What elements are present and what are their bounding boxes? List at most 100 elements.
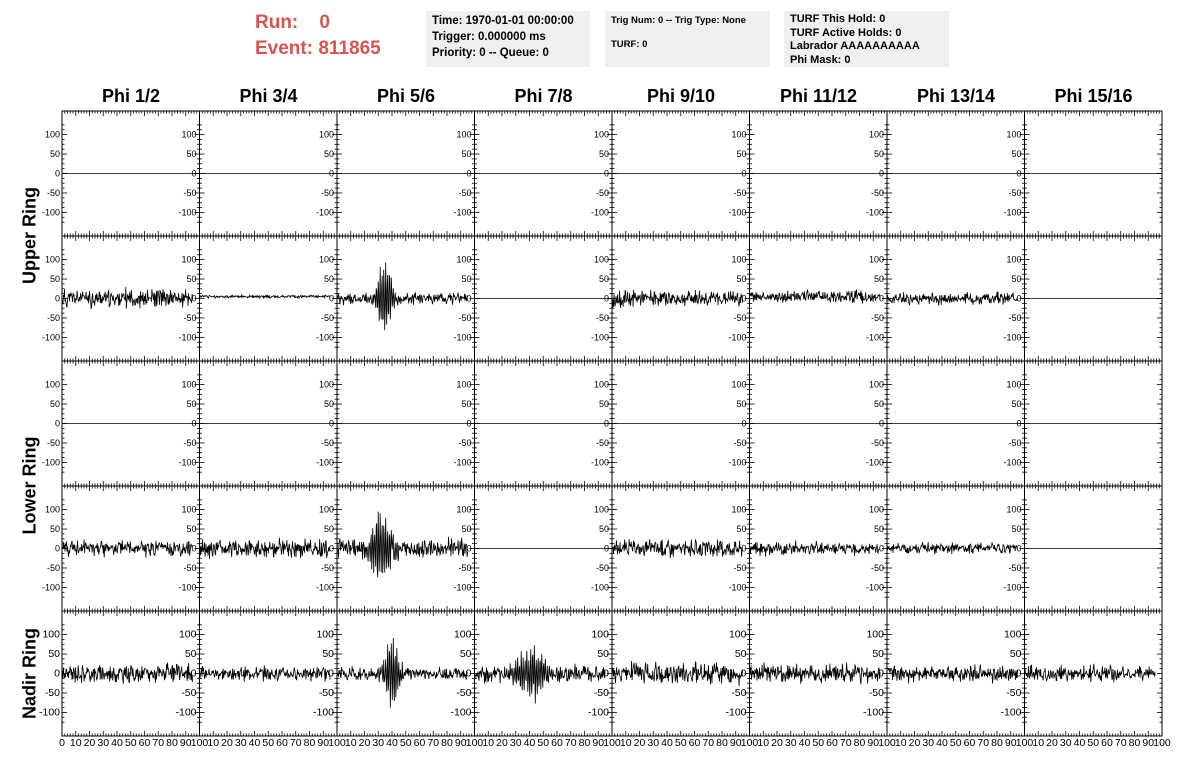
y-tick-label: 0	[741, 544, 746, 554]
waveform-panel: -100 -50 0 50 100	[42, 235, 200, 362]
y-tick-label: -100	[1003, 582, 1021, 592]
waveform-line	[61, 286, 193, 310]
waveform-line	[749, 540, 881, 557]
y-tick-label: -100	[591, 207, 609, 217]
y-tick-label: 0	[604, 169, 609, 179]
y-tick-label: 100	[45, 255, 60, 265]
y-tick-label: -50	[458, 438, 471, 448]
y-tick-label: -100	[42, 582, 60, 592]
y-tick-label: 50	[874, 274, 884, 284]
y-tick-label: -50	[733, 438, 746, 448]
trig-num-text: Trig Num: 0 -- Trig Type: None	[611, 15, 746, 26]
y-tick-label: -100	[728, 207, 746, 217]
y-tick-label: 100	[45, 380, 60, 390]
y-tick-label: -100	[39, 706, 60, 718]
y-tick-label: 0	[191, 419, 196, 429]
y-tick-label: 100	[594, 505, 609, 515]
waveform-panel: -100 -50 0 50 100	[728, 110, 888, 237]
y-tick-label: 100	[42, 629, 60, 641]
time-info-box: Time: 1970-01-01 00:00:00 Trigger: 0.000…	[426, 11, 590, 67]
y-tick-label: -50	[321, 563, 334, 573]
y-tick-label: -50	[1008, 438, 1021, 448]
y-tick-label: -100	[178, 207, 196, 217]
waveform-panel: -100 -50 0 50 100	[39, 610, 200, 737]
waveform-panel: -100 -50 0 50 100	[316, 235, 475, 362]
y-tick-label: -100	[728, 582, 746, 592]
y-tick-label: -50	[596, 313, 609, 323]
y-tick-label: 100	[319, 255, 334, 265]
y-tick-label: -50	[45, 687, 60, 699]
y-tick-label: 50	[599, 274, 609, 284]
y-tick-label: 100	[456, 130, 471, 140]
y-tick-label: -50	[47, 313, 60, 323]
y-tick-label: 50	[50, 149, 60, 159]
turf-this-hold-text: TURF This Hold: 0	[790, 13, 886, 25]
turf-text: TURF: 0	[611, 39, 648, 50]
waveform-panel: -100 -50 0 50 100	[866, 485, 1025, 612]
y-tick-label: 0	[191, 169, 196, 179]
waveform-line	[749, 288, 881, 304]
waveform-line	[199, 293, 331, 300]
y-tick-label: 50	[736, 274, 746, 284]
y-tick-label: 50	[736, 149, 746, 159]
waveform-panel: -100 -50 0 50 100	[866, 360, 1025, 487]
event-value: 811865	[318, 38, 381, 59]
waveform-line	[61, 539, 193, 558]
y-tick-label: 50	[461, 524, 471, 534]
waveform-line	[336, 262, 468, 331]
y-tick-label: -100	[42, 457, 60, 467]
y-tick-label: 0	[604, 419, 609, 429]
y-tick-label: -100	[316, 207, 334, 217]
y-tick-label: 0	[191, 294, 196, 304]
waveform-panel: -100 -50 0 50 100	[1003, 235, 1163, 362]
waveform-panel: -100 -50 0 50 100	[453, 110, 613, 237]
y-tick-label: -100	[316, 457, 334, 467]
column-title: Phi 15/16	[1054, 86, 1133, 106]
y-tick-label: 0	[329, 544, 334, 554]
column-title: Phi 11/12	[779, 86, 858, 106]
y-tick-label: 100	[181, 255, 196, 265]
column-title: Phi 9/10	[646, 86, 716, 106]
y-tick-label: -100	[453, 332, 471, 342]
y-tick-label: -50	[183, 188, 196, 198]
event-label: Event:	[255, 38, 314, 59]
y-tick-label: 0	[466, 294, 471, 304]
y-tick-label: -50	[871, 313, 884, 323]
y-tick-label: 100	[1006, 380, 1021, 390]
y-tick-label: 50	[1011, 524, 1021, 534]
column-title: Phi 3/4	[239, 86, 298, 106]
run-value: 0	[319, 12, 330, 33]
run-label: Run:	[255, 12, 299, 33]
column-title: Phi 7/8	[514, 86, 573, 106]
waveform-panel: -100 -50 0 50 100	[591, 360, 750, 487]
y-tick-label: 0	[1016, 169, 1021, 179]
y-tick-label: 100	[731, 255, 746, 265]
y-tick-label: 50	[874, 149, 884, 159]
y-tick-label: 0	[329, 294, 334, 304]
turf-info-box: TURF This Hold: 0 TURF Active Holds: 0 L…	[784, 11, 949, 67]
y-tick-label: 0	[191, 544, 196, 554]
y-tick-label: 0	[604, 544, 609, 554]
y-tick-label: 50	[461, 149, 471, 159]
y-tick-label: -50	[871, 438, 884, 448]
y-tick-label: 100	[319, 130, 334, 140]
waveform-panel: -100 -50 0 50 100	[178, 110, 338, 237]
y-tick-label: 100	[181, 380, 196, 390]
y-tick-label: 50	[186, 149, 196, 159]
y-tick-label: -100	[316, 332, 334, 342]
y-tick-label: 50	[599, 524, 609, 534]
y-tick-label: -100	[728, 457, 746, 467]
y-tick-label: 50	[1011, 274, 1021, 284]
y-tick-label: -50	[596, 188, 609, 198]
y-tick-label: 100	[181, 130, 196, 140]
time-text: Time: 1970-01-01 00:00:00	[432, 15, 574, 27]
y-tick-label: -100	[728, 332, 746, 342]
y-tick-label: -100	[453, 457, 471, 467]
column-title: Phi 13/14	[916, 86, 996, 106]
y-tick-label: 100	[456, 505, 471, 515]
y-tick-label: -50	[47, 188, 60, 198]
waveform-panel: -100 -50 0 50 100	[42, 110, 200, 237]
y-tick-label: 100	[456, 380, 471, 390]
y-tick-label: -50	[871, 563, 884, 573]
y-tick-label: 0	[329, 169, 334, 179]
